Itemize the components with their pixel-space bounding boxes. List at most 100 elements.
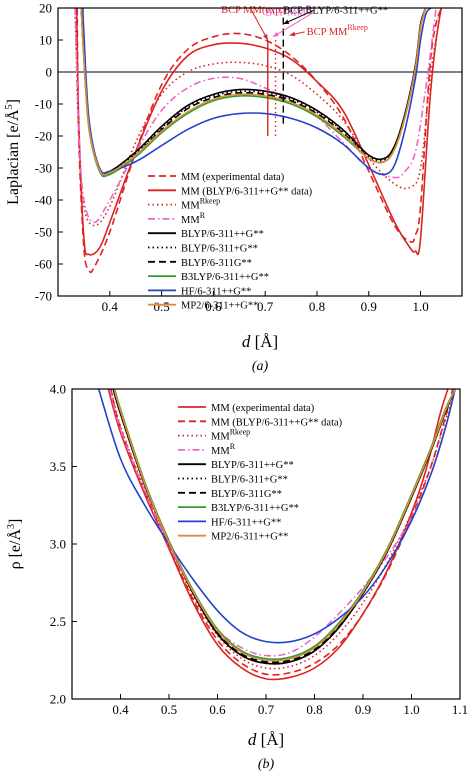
- x-tick-label: 0.7: [258, 702, 275, 717]
- legend-entry-3: MMRkeep: [181, 197, 220, 212]
- legend-entry-5-text: BLYP/6-311++G**: [181, 229, 264, 240]
- panel-label: (a): [252, 359, 269, 374]
- legend-entry-7-text: BLYP/6-311G**: [211, 489, 282, 500]
- series-line-4: [74, 8, 437, 224]
- y-tick-label: 4.0: [50, 382, 66, 397]
- annotation-3-text: BCP BLYP/6-311++G**: [283, 5, 388, 16]
- legend-entry-8: B3LYP/6-311++G**: [181, 272, 269, 283]
- series-line-4: [109, 389, 456, 657]
- y-tick-label: -20: [35, 129, 52, 144]
- legend-entry-7-text: BLYP/6-311G**: [181, 258, 252, 269]
- x-tick-label: 0.6: [209, 702, 226, 717]
- y-tick-label: 2.0: [50, 692, 66, 707]
- y-tick-label: -60: [35, 257, 52, 272]
- x-tick-label: 0.9: [355, 702, 371, 717]
- series-group: [97, 389, 456, 681]
- legend-entry-10-text: MP2/6-311++G**: [181, 301, 258, 312]
- legend-entry-2: MM (BLYP/6-311++G** data): [211, 417, 343, 428]
- legend-entry-2: MM (BLYP/6-311++G** data): [181, 186, 313, 197]
- density-chart: 0.4 0.5 0.6 0.7 0.8 0.9 1.0 1.1 2.0 2.5 3.0 3.5 4.0 d…: [6, 382, 468, 773]
- annotation-1-text: BCP MM: [265, 8, 306, 19]
- legend-entry-1: MM (experimental data): [211, 403, 315, 414]
- y-tick-label: -40: [35, 193, 52, 208]
- y-axis-label-text: Laplacian [e/Å: [4, 109, 22, 205]
- x-tick-label: 0.5: [161, 702, 177, 717]
- y-tick-label: 20: [39, 1, 52, 16]
- y-axis-label-close: ]: [7, 519, 24, 524]
- legend-entry-10: MP2/6-311++G**: [211, 532, 288, 543]
- legend-entry-10: MP2/6-311++G**: [181, 301, 258, 312]
- legend-entry-3-text: MM: [181, 201, 200, 212]
- plot-frame: [57, 7, 463, 297]
- x-axis-label-unit: [Å]: [256, 730, 284, 749]
- y-axis-label-sup: 5: [4, 104, 15, 109]
- legend-entry-9: HF/6-311++G**: [181, 286, 251, 297]
- x-tick-label: 1.1: [452, 702, 468, 717]
- x-axis-label: d [Å]: [242, 332, 278, 351]
- series-line-10: [80, 8, 427, 176]
- annotation-2: BCP MM(exp.): [221, 5, 287, 16]
- legend-entry-4-sup: R: [200, 211, 206, 220]
- legend-entry-6-text: BLYP/6-311+G**: [181, 244, 258, 255]
- series-line-9: [97, 389, 456, 644]
- series-line-2: [75, 8, 448, 256]
- y-tick-label: -70: [35, 289, 52, 304]
- x-tick-label: 1.0: [412, 299, 428, 314]
- x-axis-label: d [Å]: [248, 730, 284, 749]
- y-tick-label: 3.0: [50, 537, 66, 552]
- x-tick-label: 1.0: [403, 702, 419, 717]
- legend: MM (experimental data) MM (BLYP/6-311++G*…: [148, 172, 313, 312]
- legend-entry-4-text: MM: [211, 446, 230, 457]
- y-tick-label: 0: [46, 65, 53, 80]
- y-tick-label: -10: [35, 97, 52, 112]
- legend-entry-7: BLYP/6-311G**: [181, 258, 252, 269]
- legend-entry-6-text: BLYP/6-311+G**: [211, 475, 288, 486]
- annotation-4-sup: Rkeep: [347, 23, 367, 32]
- panel-label: (b): [258, 757, 275, 772]
- legend-entry-3-text: MM: [211, 432, 230, 443]
- series-line-5: [80, 8, 427, 175]
- annotation-arrowhead-2: [263, 34, 268, 40]
- annotation-arrowhead-1: [272, 31, 279, 37]
- annotation-arrow-1: [272, 12, 314, 38]
- y-axis-label-sup: 3: [6, 524, 17, 529]
- series-group: [74, 8, 450, 274]
- legend-entry-1-text: MM (experimental data): [211, 403, 315, 414]
- legend-entry-1: MM (experimental data): [181, 172, 285, 183]
- y-axis-label: ρ [e/Å3]: [6, 519, 24, 570]
- legend-entry-4-text: MM: [181, 215, 200, 226]
- y-tick-label: -50: [35, 225, 52, 240]
- annotation-arrowhead-4: [289, 31, 296, 37]
- legend-entry-5-text: BLYP/6-311++G**: [211, 460, 294, 471]
- legend-entry-9: HF/6-311++G**: [211, 517, 281, 528]
- y-tick-label: 2.5: [50, 614, 66, 629]
- legend-entry-4: MMR: [211, 442, 236, 457]
- annotation-4-text: BCP MM: [307, 27, 348, 38]
- x-tick-label: 0.5: [153, 299, 169, 314]
- y-tick-label: 3.5: [50, 459, 66, 474]
- y-tick-label: 10: [39, 33, 52, 48]
- series-line-8: [80, 8, 427, 178]
- plot-frame: [71, 388, 461, 700]
- y-axis-label-text: ρ [e/Å: [6, 529, 24, 570]
- series-line-3: [74, 8, 443, 227]
- legend-entry-10-text: MP2/6-311++G**: [211, 532, 288, 543]
- x-axis-label-var: d: [248, 730, 257, 749]
- legend-entry-6: BLYP/6-311+G**: [181, 244, 258, 255]
- legend-entry-9-text: HF/6-311++G**: [181, 286, 251, 297]
- legend-entry-3-sup: Rkeep: [230, 428, 250, 437]
- y-axis-label-close: ]: [5, 99, 22, 104]
- legend-entry-2-text: MM (BLYP/6-311++G** data): [181, 186, 313, 197]
- legend-entry-6: BLYP/6-311+G**: [211, 475, 288, 486]
- legend-entry-3-sup: Rkeep: [200, 197, 220, 206]
- series-line-8: [113, 389, 456, 661]
- annotation-arrowhead-3: [283, 19, 290, 24]
- legend-entry-1-text: MM (experimental data): [181, 172, 285, 183]
- legend-entry-5: BLYP/6-311++G**: [181, 229, 264, 240]
- annotation-arrow-2: [250, 9, 269, 41]
- series-line-7: [112, 389, 456, 664]
- series-line-10: [113, 389, 456, 662]
- legend-entry-9-text: HF/6-311++G**: [211, 517, 281, 528]
